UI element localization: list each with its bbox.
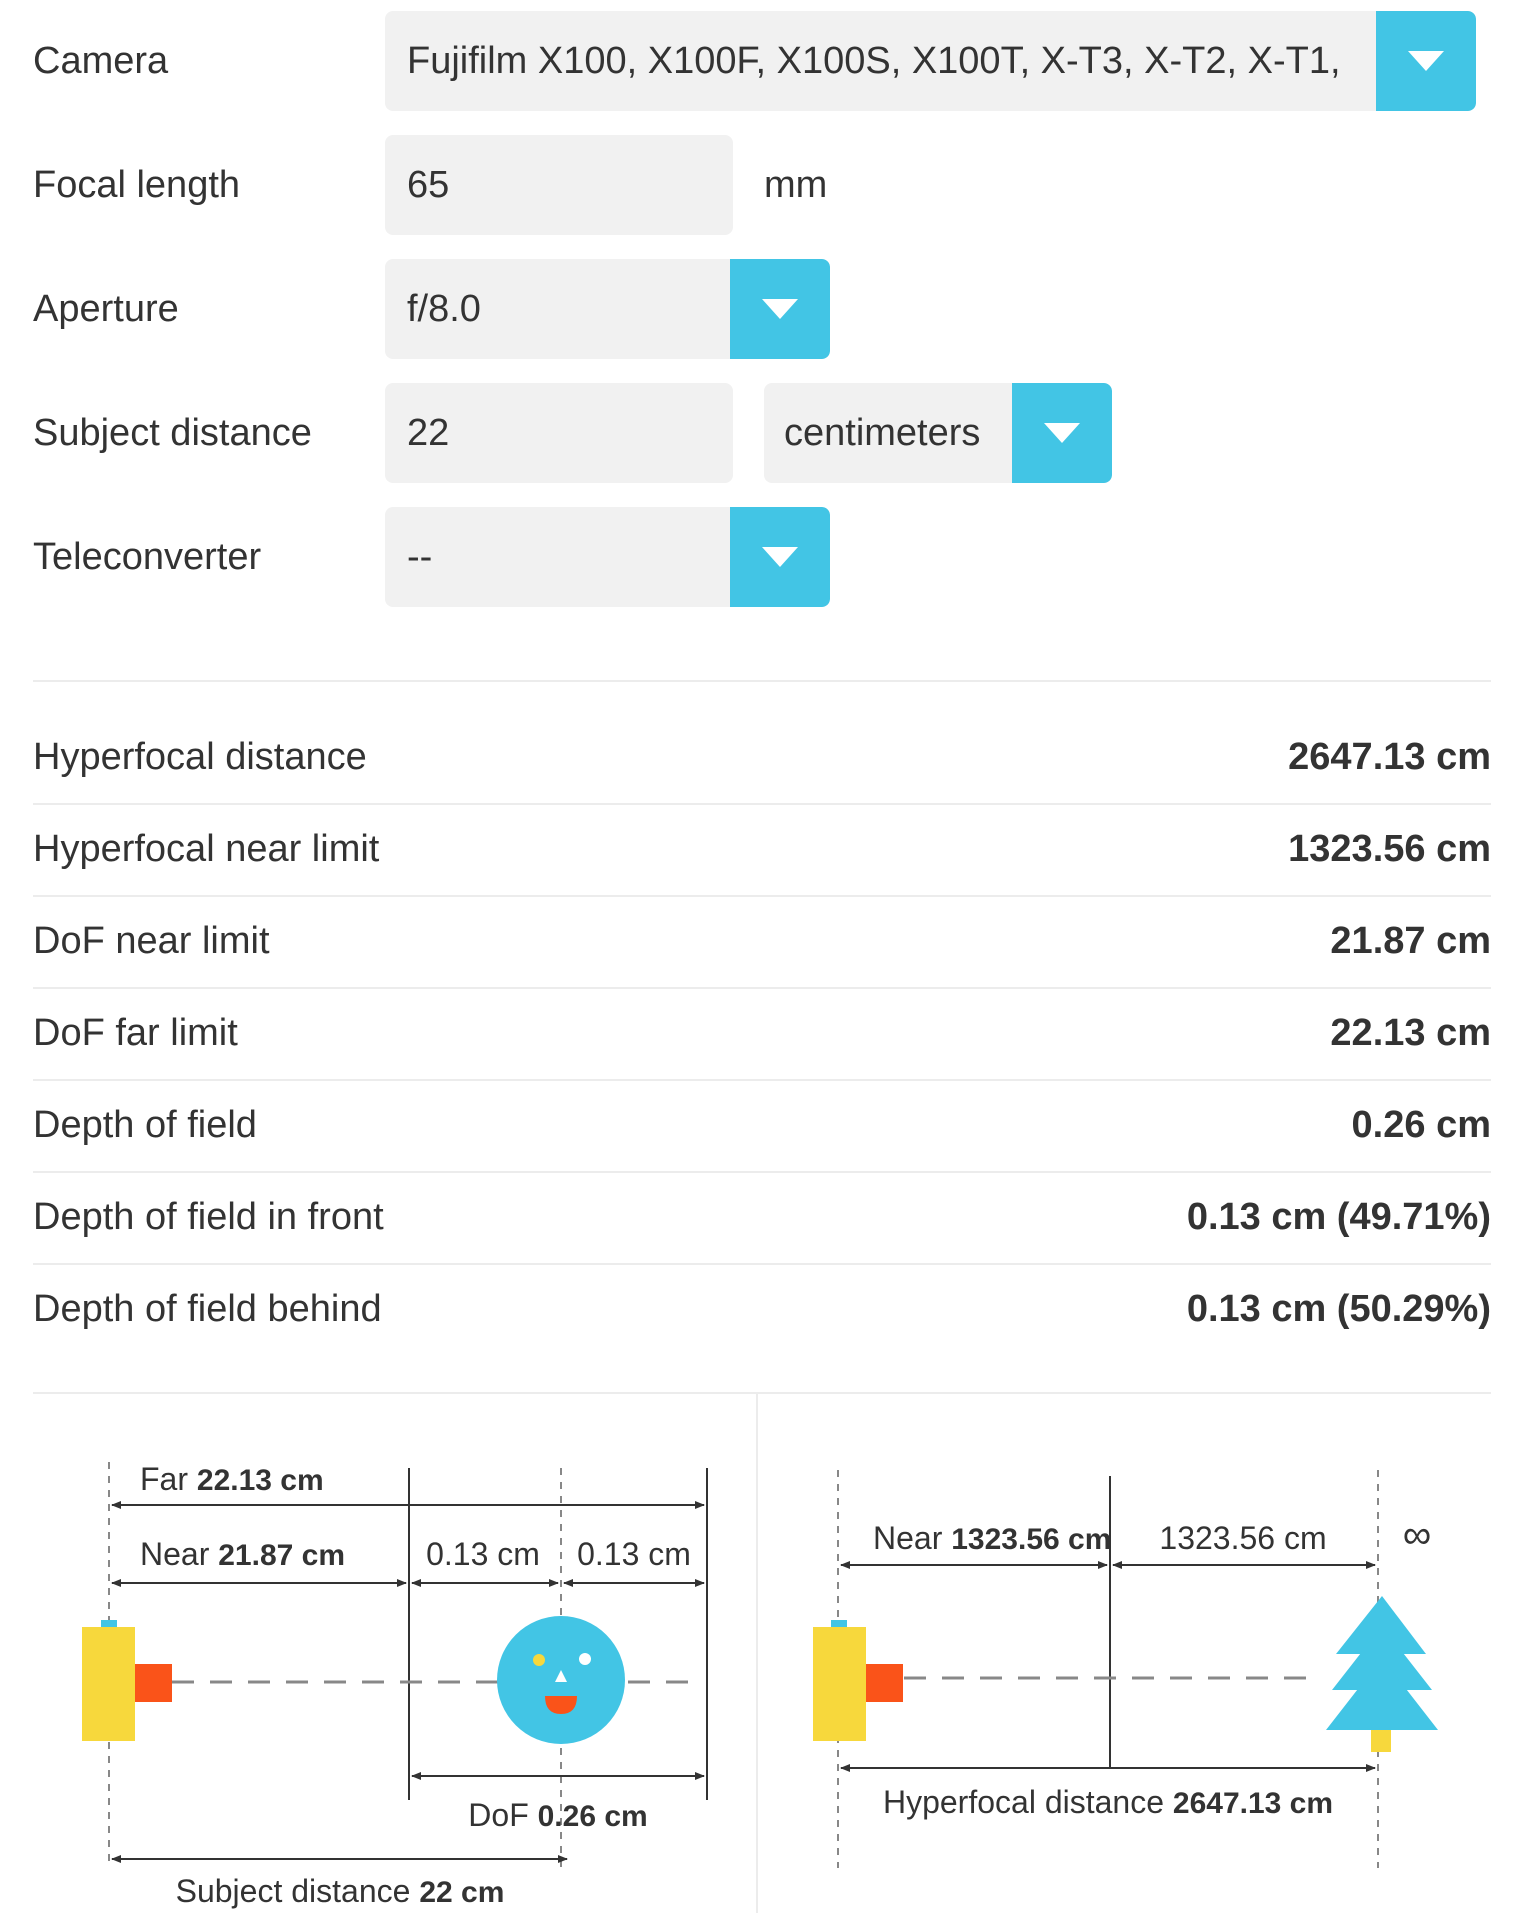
teleconverter-row: Teleconverter -- [0, 507, 1514, 607]
result-row-dof-near-limit: DoF near limit 21.87 cm [33, 895, 1491, 989]
near-label: Near 21.87 cm [140, 1536, 345, 1572]
dof-diagram: Far 22.13 cm Near 21.87 cm 0.13 cm 0.13 … [82, 1461, 708, 1909]
result-value: 0.13 cm (49.71%) [1186, 1196, 1491, 1238]
chevron-down-icon [762, 299, 798, 319]
result-row-hyperfocal-distance: Hyperfocal distance 2647.13 cm [33, 711, 1491, 805]
far-label: Far 22.13 cm [140, 1461, 324, 1497]
behind-value-label: 0.13 cm [577, 1536, 691, 1572]
infinity-icon: ∞ [1403, 1513, 1432, 1557]
result-row-dof-behind: Depth of field behind 0.13 cm (50.29%) [33, 1263, 1491, 1355]
subject-distance-label: Subject distance [33, 412, 312, 454]
teleconverter-value: -- [407, 536, 433, 578]
result-value: 2647.13 cm [1288, 736, 1491, 778]
chevron-down-icon [762, 547, 798, 567]
distance-unit-value: centimeters [784, 412, 981, 454]
result-label: Hyperfocal near limit [33, 828, 380, 870]
result-value: 0.26 cm [1351, 1104, 1491, 1146]
dof-label: DoF 0.26 cm [468, 1797, 647, 1833]
teleconverter-select[interactable]: -- [385, 507, 830, 607]
camera-select[interactable]: Fujifilm X100, X100F, X100S, X100T, X-T3… [385, 11, 1476, 111]
hyperfocal-diagram: Near 1323.56 cm 1323.56 cm ∞ Hyperfocal … [813, 1470, 1438, 1868]
result-value: 22.13 cm [1330, 1012, 1491, 1054]
result-label: DoF far limit [33, 1012, 238, 1054]
teleconverter-dropdown-button[interactable] [730, 507, 830, 607]
subject-face-icon [497, 1616, 625, 1744]
aperture-row: Aperture f/8.0 [0, 259, 1514, 359]
results-divider [33, 1392, 1491, 1394]
tree-icon [1326, 1596, 1438, 1752]
focal-length-input[interactable]: 65 [385, 135, 733, 235]
front-value-label: 0.13 cm [426, 1536, 540, 1572]
subject-distance-input[interactable]: 22 [385, 383, 733, 483]
focal-length-unit: mm [764, 164, 828, 206]
result-row-hyperfocal-near-limit: Hyperfocal near limit 1323.56 cm [33, 803, 1491, 897]
hyperfocal-distance-label: Hyperfocal distance 2647.13 cm [883, 1784, 1333, 1820]
camera-value: Fujifilm X100, X100F, X100S, X100T, X-T3… [407, 40, 1341, 82]
focal-length-row: Focal length 65 mm [0, 135, 1514, 235]
result-row-dof-far-limit: DoF far limit 22.13 cm [33, 987, 1491, 1081]
result-label: Depth of field in front [33, 1196, 384, 1238]
result-label: Depth of field behind [33, 1288, 382, 1330]
distance-unit-select[interactable]: centimeters [764, 383, 1112, 483]
distance-unit-dropdown-button[interactable] [1012, 383, 1112, 483]
chevron-down-icon [1044, 423, 1080, 443]
camera-icon [813, 1620, 903, 1741]
camera-icon [82, 1620, 172, 1741]
beyond-value-label: 1323.56 cm [1159, 1520, 1326, 1556]
chevron-down-icon [1408, 51, 1444, 71]
focal-length-label: Focal length [33, 164, 241, 206]
result-value: 1323.56 cm [1288, 828, 1491, 870]
form-divider [33, 680, 1491, 682]
subject-distance-label: Subject distance 22 cm [176, 1873, 505, 1909]
result-value: 21.87 cm [1330, 920, 1491, 962]
camera-dropdown-button[interactable] [1376, 11, 1476, 111]
camera-row: Camera Fujifilm X100, X100F, X100S, X100… [0, 11, 1514, 111]
result-label: Depth of field [33, 1104, 257, 1146]
aperture-value: f/8.0 [407, 288, 481, 330]
result-row-depth-of-field: Depth of field 0.26 cm [33, 1079, 1491, 1173]
result-row-dof-in-front: Depth of field in front 0.13 cm (49.71%) [33, 1171, 1491, 1265]
focal-length-value: 65 [407, 164, 450, 206]
teleconverter-label: Teleconverter [33, 536, 262, 578]
result-label: DoF near limit [33, 920, 270, 962]
aperture-dropdown-button[interactable] [730, 259, 830, 359]
aperture-label: Aperture [33, 288, 179, 330]
result-label: Hyperfocal distance [33, 736, 367, 778]
result-value: 0.13 cm (50.29%) [1186, 1288, 1491, 1330]
subject-distance-row: Subject distance 22 centimeters [0, 383, 1514, 483]
hyperfocal-near-label: Near 1323.56 cm [873, 1520, 1111, 1556]
camera-label: Camera [33, 40, 169, 82]
subject-distance-value: 22 [407, 412, 450, 454]
aperture-select[interactable]: f/8.0 [385, 259, 830, 359]
diagrams: Far 22.13 cm Near 21.87 cm 0.13 cm 0.13 … [82, 1394, 1438, 1913]
